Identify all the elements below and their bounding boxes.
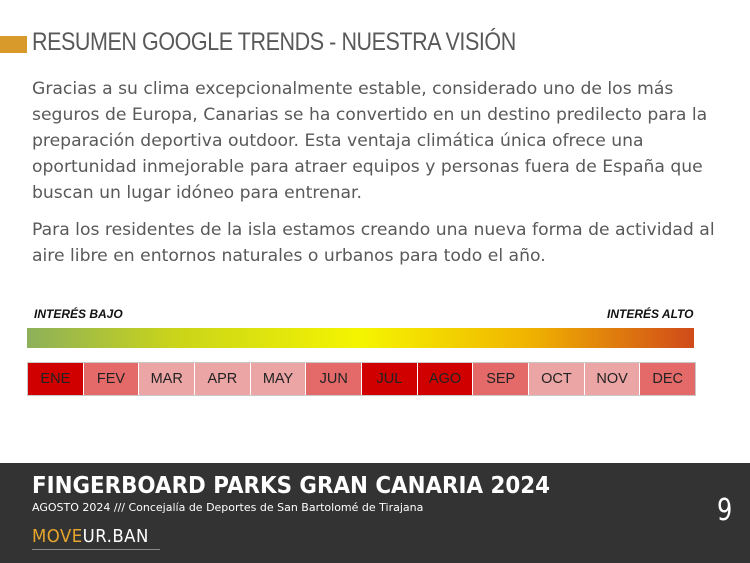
page-number: 9 [717, 493, 733, 528]
month-cell-nov: NOV [584, 363, 641, 395]
month-cell-jun: JUN [306, 363, 363, 395]
month-cell-oct: OCT [529, 363, 585, 395]
month-cell-fev: FEV [83, 363, 140, 395]
brand-underline [32, 549, 160, 550]
interest-gradient-bar [27, 328, 694, 348]
brand-logo-part2: UR.BAN [82, 526, 149, 547]
residents-paragraph: Para los residentes de la isla estamos c… [32, 220, 715, 266]
title-accent-bar [0, 36, 27, 53]
month-cell-mar: MAR [139, 363, 196, 395]
month-cell-sep: SEP [473, 363, 530, 395]
slide-title: RESUMEN GOOGLE TRENDS - NUESTRA VISIÓN [32, 28, 516, 56]
month-cell-may: MAY [250, 363, 307, 395]
footer: FINGERBOARD PARKS GRAN CANARIA 2024 AGOS… [0, 463, 750, 563]
brand-logo: MOVEUR.BAN [32, 526, 149, 547]
footer-title: FINGERBOARD PARKS GRAN CANARIA 2024 [32, 473, 551, 499]
month-cell-ene: ENE [28, 363, 84, 395]
footer-subtitle: AGOSTO 2024 /// Concejalía de Deportes d… [32, 501, 424, 514]
month-cell-ago: AGO [417, 363, 474, 395]
month-cell-apr: APR [195, 363, 251, 395]
month-cell-jul: JUL [362, 363, 418, 395]
month-interest-row: ENE FEV MAR APR MAY JUN JUL AGO SEP OCT NOV DEC [27, 362, 696, 396]
intro-paragraph: Gracias a su clima excepcionalmente esta… [32, 79, 708, 203]
interest-high-label: INTERÉS ALTO [607, 307, 694, 321]
brand-logo-part1: MOVE [32, 526, 83, 547]
interest-low-label: INTERÉS BAJO [34, 307, 123, 321]
month-cell-dec: DEC [640, 363, 696, 395]
